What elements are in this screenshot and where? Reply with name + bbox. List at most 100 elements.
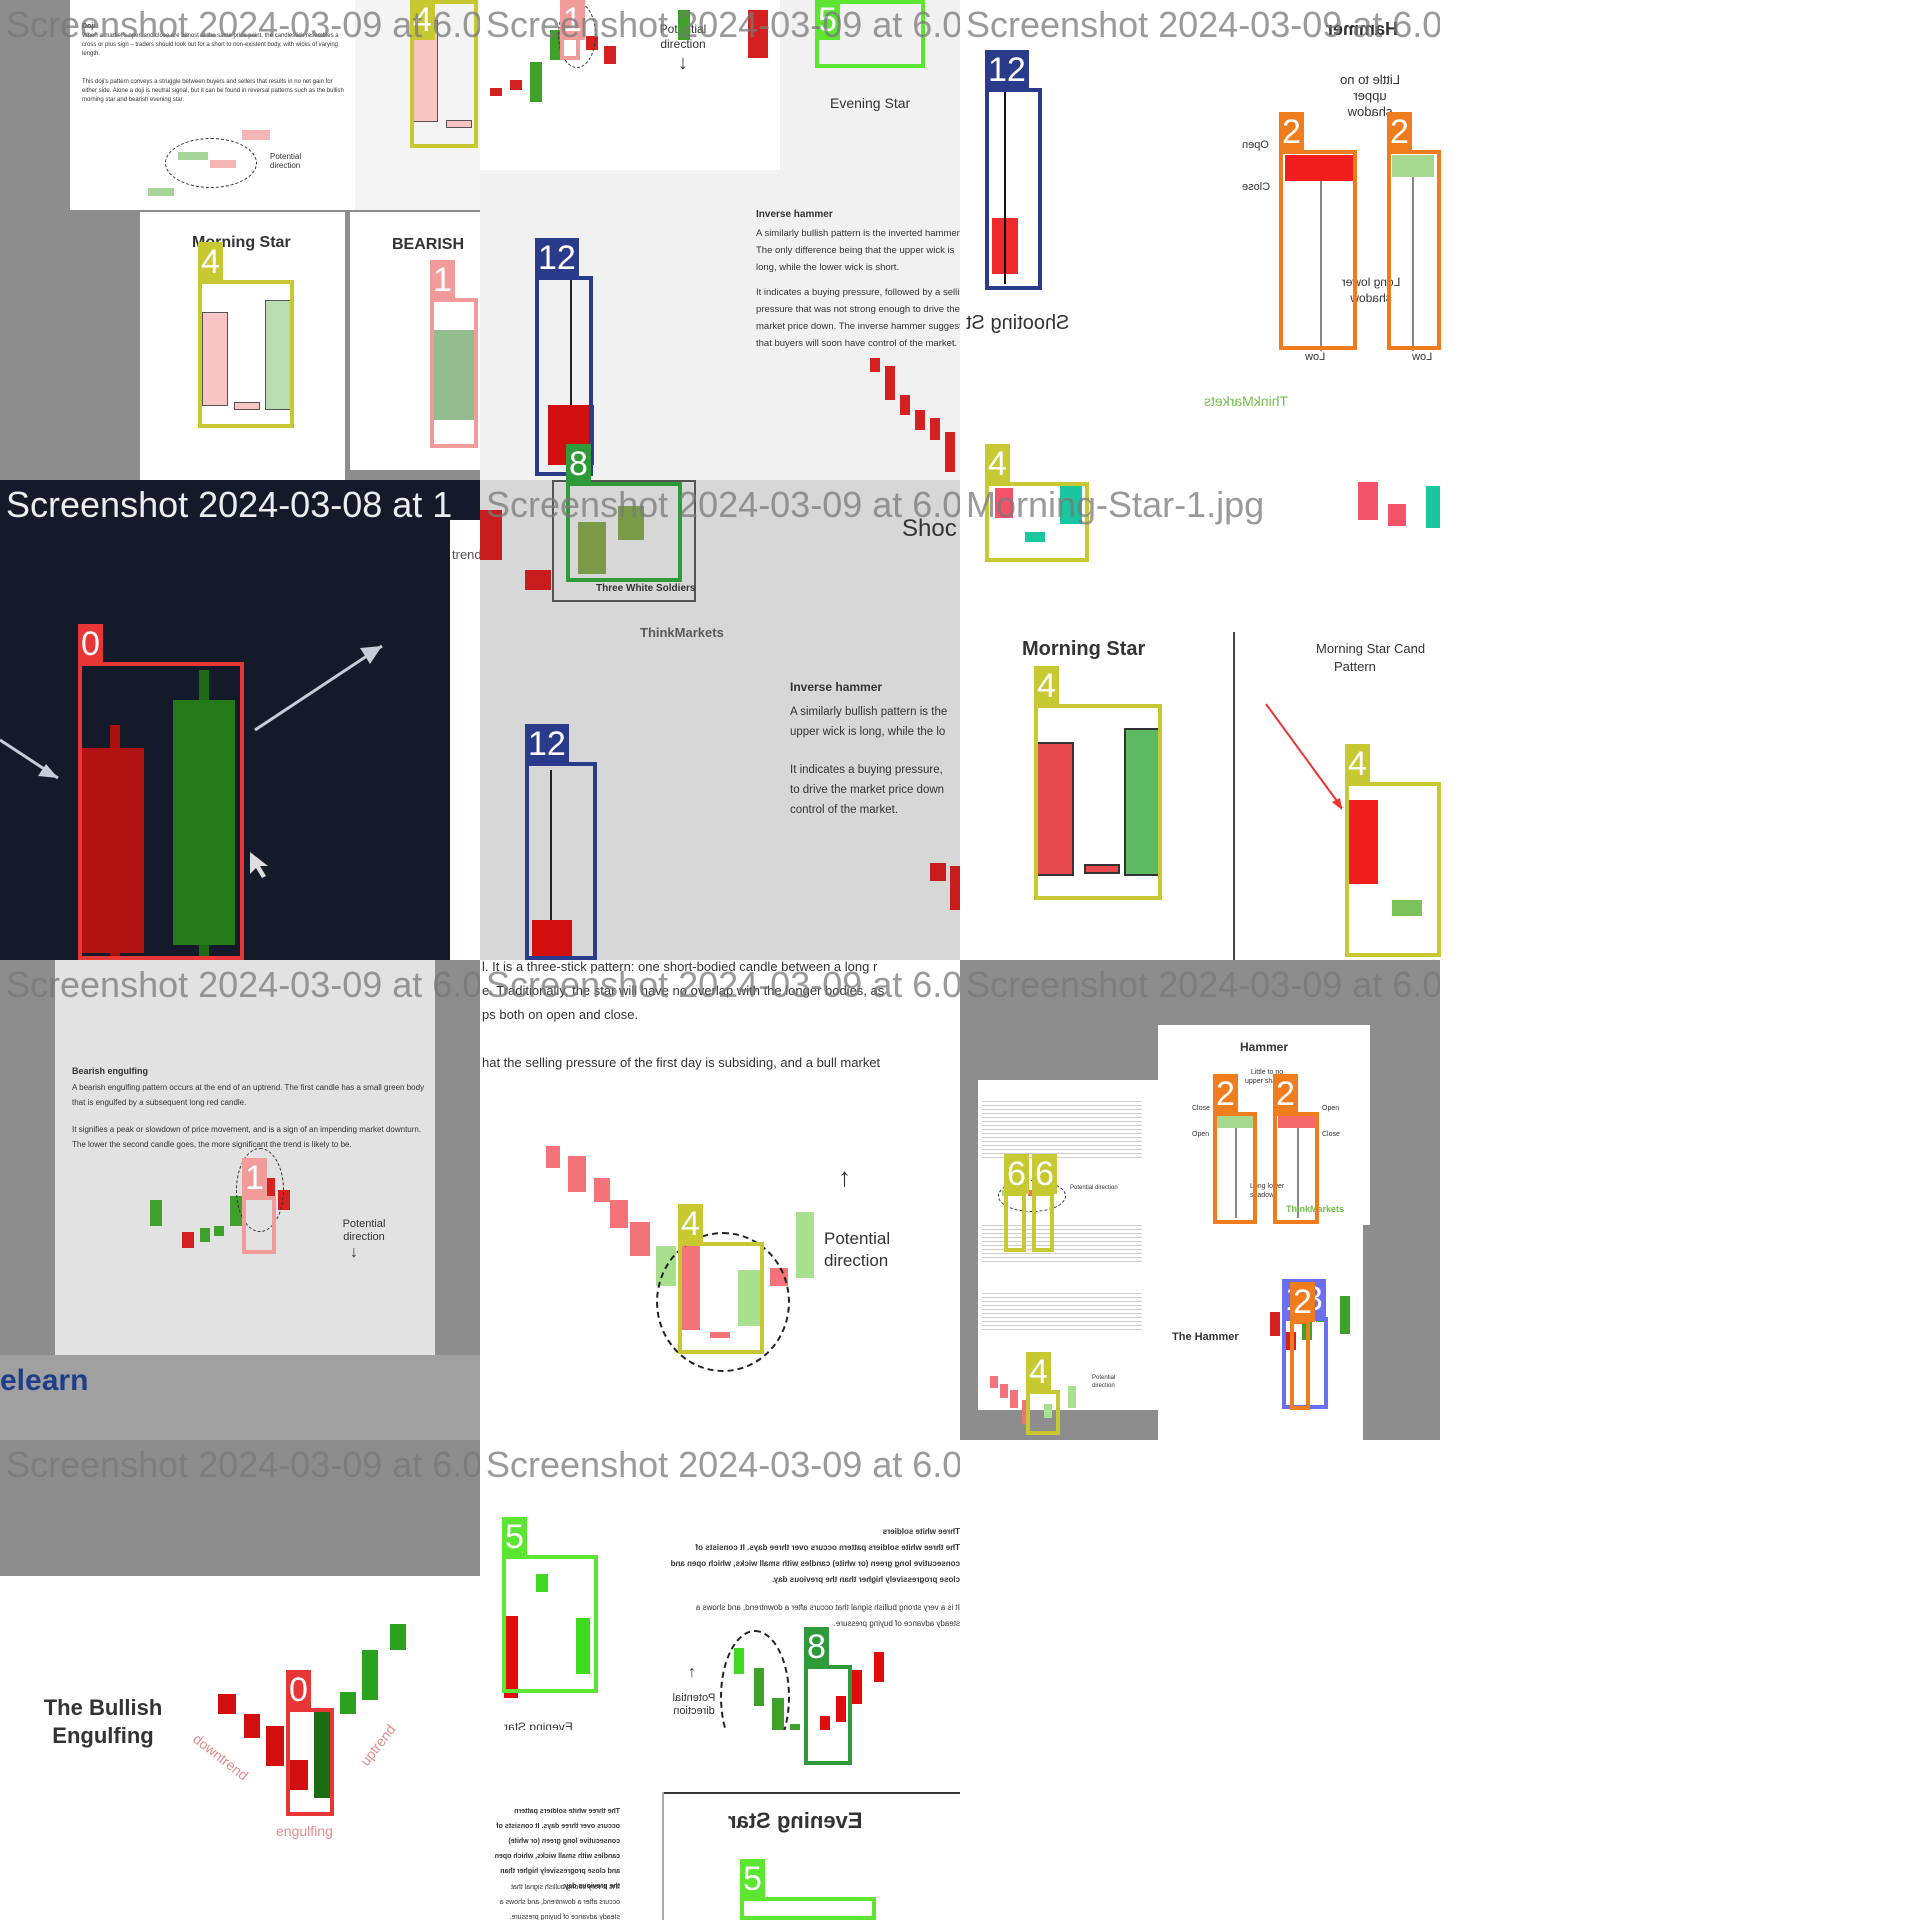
divider xyxy=(662,1792,664,1920)
morning-star-candle-label: Morning Star Cand Pattern xyxy=(1316,641,1426,674)
candle xyxy=(796,1212,814,1278)
article-text-lines xyxy=(982,1290,1142,1330)
candle xyxy=(244,1714,260,1738)
candle xyxy=(218,1694,236,1714)
candle xyxy=(242,130,270,140)
detection-label: 0 xyxy=(286,1670,311,1710)
detection-box xyxy=(502,1555,598,1693)
candle xyxy=(915,410,925,430)
detection-label: 4 xyxy=(1345,744,1370,784)
candle xyxy=(748,10,768,58)
candle xyxy=(945,432,955,472)
divider xyxy=(1233,632,1235,960)
tile-title: Screenshot 2024-03-09 at 6.04.46 PM.png xyxy=(966,964,1440,1005)
hammer-card xyxy=(1158,1025,1370,1225)
doji-text-2: This doji's pattern conveys a struggle b… xyxy=(82,79,344,103)
detection-label: 5 xyxy=(502,1517,527,1557)
shooting-star-heading: Shoc xyxy=(902,515,957,542)
potential-direction-label: Potential direction xyxy=(1070,1185,1118,1191)
candle xyxy=(900,395,910,415)
detection-box xyxy=(78,662,244,960)
long-lower-shadow-label: Long lower shadow xyxy=(1250,1183,1285,1199)
article-text-lines xyxy=(982,1222,1142,1262)
trend-label: trend xyxy=(452,547,480,562)
potential-direction-label: Potential direction xyxy=(672,1692,716,1717)
candle xyxy=(390,1624,406,1650)
tile-title: Screenshot 2024-03-09 at 6.03.21 PM.png xyxy=(486,1444,960,1485)
detection-label: 4 xyxy=(410,0,435,40)
detection-label: 2 xyxy=(1290,1282,1315,1322)
inverse-hammer-text: A similarly bullish pattern is the upper … xyxy=(790,706,948,738)
low-label: Low xyxy=(1412,351,1433,363)
detection-label: 4 xyxy=(1034,666,1059,706)
down-arrow-icon: ↓ xyxy=(350,1244,358,1261)
candle xyxy=(990,1376,998,1388)
down-arrow-icon: ↓ xyxy=(678,52,688,74)
evening-star-heading: Evening Star xyxy=(728,1808,863,1833)
article-text-lines xyxy=(982,1098,1142,1158)
candle xyxy=(874,1652,884,1682)
candle xyxy=(950,866,960,910)
bearish-engulfing-text-2: It signifies a peak or slowdown of price… xyxy=(72,1125,422,1149)
detection-box xyxy=(678,1242,764,1354)
candle xyxy=(885,366,895,400)
arrow-head xyxy=(38,764,58,778)
candle xyxy=(1084,864,1120,874)
detection-box xyxy=(804,1665,852,1765)
candle xyxy=(852,1670,862,1704)
inverse-hammer-text-2: It indicates a buying pressure, followed… xyxy=(756,287,960,349)
detection-box xyxy=(985,482,1089,562)
gray-band xyxy=(0,1440,480,1576)
text-line: ps both on open and close. xyxy=(482,1007,639,1022)
detection-label: 1 xyxy=(430,260,455,300)
open-label: Open xyxy=(1322,1105,1340,1112)
candle xyxy=(234,402,260,410)
tile-10: The Bullish Engulfing downtrend uptrend e… xyxy=(0,1440,480,1920)
detection-box xyxy=(1279,150,1357,350)
candle xyxy=(362,1650,378,1700)
candle xyxy=(576,1618,590,1674)
trend-arrow-up xyxy=(254,644,383,732)
three-white-soldiers-label: Three White Soldiers xyxy=(596,583,696,594)
tile-7: Bearish engulfing A bearish engulfing pa… xyxy=(0,960,480,1440)
candle xyxy=(1124,728,1162,876)
close-label: Close xyxy=(1242,181,1271,193)
detection-box xyxy=(1345,782,1441,957)
elearn-logo: elearn xyxy=(0,1364,89,1397)
detection-box xyxy=(1273,1112,1319,1224)
detection-label: 6 xyxy=(1004,1154,1029,1194)
candle xyxy=(480,510,502,560)
open-label: Open xyxy=(1192,1131,1210,1138)
candle-wick xyxy=(1297,1128,1299,1218)
candle xyxy=(1285,155,1357,181)
candle xyxy=(150,1200,162,1226)
detection-box xyxy=(535,276,593,476)
candle xyxy=(182,1232,194,1248)
text-line: l. It is a three-stick pattern: one shor… xyxy=(482,960,878,974)
arrow-graphic xyxy=(1265,703,1343,810)
detection-box xyxy=(1034,704,1162,900)
candle xyxy=(434,330,478,420)
up-arrow-icon: ↑ xyxy=(838,1162,851,1192)
engulfing-label: engulfing xyxy=(276,1823,333,1839)
arrow-head xyxy=(360,646,382,664)
detection-label: 2 xyxy=(1279,112,1304,152)
inverse-hammer-title: Inverse hammer xyxy=(790,680,883,694)
candle xyxy=(530,62,542,102)
uptrend-label: uptrend xyxy=(356,1721,399,1769)
candle xyxy=(1060,484,1082,524)
candle xyxy=(546,1146,560,1168)
detection-box xyxy=(740,1897,876,1920)
candle xyxy=(1215,1114,1255,1128)
bullish-engulfing-title: The Bullish Engulfing xyxy=(43,1695,163,1748)
little-upper-shadow-label: Little to no upper shadow xyxy=(1245,1069,1289,1085)
candle xyxy=(568,1156,586,1192)
three-white-soldiers-frame xyxy=(552,480,696,602)
bearish-engulfing-text: A bearish engulfing pattern occurs at th… xyxy=(72,1083,425,1107)
candle xyxy=(532,920,572,956)
detection-label: 5 xyxy=(740,1859,765,1899)
inverse-hammer-text: A similarly bullish pattern is the inver… xyxy=(756,228,960,273)
three-white-soldiers-text-mirror-2: It is a very strong bullish signal that … xyxy=(499,1884,620,1920)
candle xyxy=(1392,900,1422,916)
detection-label: 4 xyxy=(985,444,1010,484)
